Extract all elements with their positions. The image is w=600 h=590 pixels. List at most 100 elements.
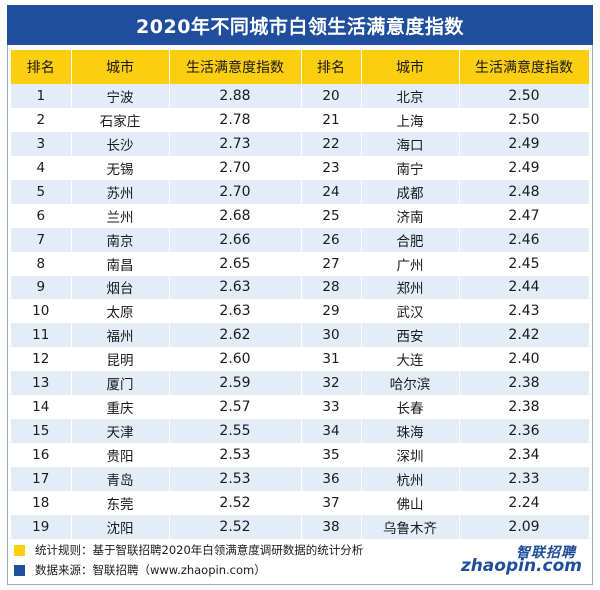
blue-square-icon	[14, 564, 25, 576]
cell-city-left: 厦门	[71, 371, 170, 396]
table-row: 3 长沙 2.73 22 海口 2.49	[11, 131, 590, 156]
cell-index-left: 2.55	[169, 419, 302, 444]
cell-index-right: 2.47	[459, 203, 590, 228]
cell-index-right: 2.46	[459, 227, 590, 252]
cell-rank-right: 30	[301, 323, 362, 348]
cell-rank-right: 35	[301, 443, 362, 467]
cell-rank-left: 15	[11, 419, 72, 444]
cell-city-right: 成都	[361, 179, 460, 204]
cell-rank-right: 22	[301, 131, 362, 156]
footer-rule-text: 统计规则：基于智联招聘2020年白领满意度调研数据的统计分析	[35, 543, 364, 557]
cell-rank-right: 33	[301, 395, 362, 420]
cell-rank-left: 16	[11, 443, 72, 467]
cell-city-left: 无锡	[71, 155, 170, 180]
cell-index-right: 2.38	[459, 371, 590, 396]
cell-rank-right: 37	[301, 490, 362, 515]
cell-rank-right: 20	[301, 84, 362, 108]
cell-rank-left: 2	[11, 107, 72, 132]
cell-city-right: 郑州	[361, 275, 460, 300]
cell-index-right: 2.36	[459, 419, 590, 444]
cell-index-left: 2.52	[169, 490, 302, 515]
cell-rank-left: 10	[11, 299, 72, 324]
cell-rank-left: 6	[11, 203, 72, 228]
cell-index-right: 2.09	[459, 514, 590, 539]
cell-city-left: 石家庄	[71, 107, 170, 132]
cell-city-left: 烟台	[71, 275, 170, 300]
footer-source-text: 数据来源：智联招聘（www.zhaopin.com）	[35, 563, 266, 577]
table-row: 5 苏州 2.70 24 成都 2.48	[11, 179, 590, 204]
cell-index-right: 2.49	[459, 155, 590, 180]
cell-index-right: 2.42	[459, 323, 590, 348]
cell-rank-right: 36	[301, 467, 362, 491]
cell-city-left: 苏州	[71, 179, 170, 204]
yellow-square-icon	[14, 544, 25, 556]
header-index-left: 生活满意度指数	[169, 50, 302, 84]
table-row: 10 太原 2.63 29 武汉 2.43	[11, 299, 590, 324]
cell-index-right: 2.49	[459, 131, 590, 156]
table-row: 1 宁波 2.88 20 北京 2.50	[11, 84, 590, 108]
header-index-right: 生活满意度指数	[459, 50, 590, 84]
cell-city-left: 太原	[71, 299, 170, 324]
cell-rank-left: 7	[11, 227, 72, 252]
cell-rank-left: 17	[11, 467, 72, 491]
cell-index-left: 2.59	[169, 371, 302, 396]
cell-city-left: 青岛	[71, 467, 170, 491]
cell-city-right: 深圳	[361, 443, 460, 467]
cell-city-left: 天津	[71, 419, 170, 444]
cell-rank-left: 18	[11, 490, 72, 515]
cell-city-left: 重庆	[71, 395, 170, 420]
ranking-table-container: 排名 城市 生活满意度指数 排名 城市 生活满意度指数 1 宁波 2.88 20 北京 2…	[11, 50, 590, 539]
cell-index-left: 2.60	[169, 347, 302, 372]
cell-city-left: 南京	[71, 227, 170, 252]
cell-rank-right: 24	[301, 179, 362, 204]
cell-city-right: 广州	[361, 251, 460, 276]
header-city-left: 城市	[71, 50, 170, 84]
footer-rule-line: 统计规则：基于智联招聘2020年白领满意度调研数据的统计分析	[14, 540, 584, 560]
table-row: 17 青岛 2.53 36 杭州 2.33	[11, 467, 590, 491]
cell-rank-right: 38	[301, 514, 362, 539]
cell-index-left: 2.88	[169, 84, 302, 108]
cell-city-left: 沈阳	[71, 514, 170, 539]
page-title: 2020年不同城市白领生活满意度指数	[7, 5, 593, 45]
cell-city-left: 长沙	[71, 131, 170, 156]
header-rank-left: 排名	[11, 50, 72, 84]
cell-rank-left: 11	[11, 323, 72, 348]
cell-index-right: 2.43	[459, 299, 590, 324]
table-row: 11 福州 2.62 30 西安 2.42	[11, 323, 590, 348]
cell-index-right: 2.24	[459, 490, 590, 515]
cell-rank-left: 5	[11, 179, 72, 204]
cell-city-right: 乌鲁木齐	[361, 514, 460, 539]
cell-city-left: 昆明	[71, 347, 170, 372]
cell-city-right: 南宁	[361, 155, 460, 180]
table-row: 19 沈阳 2.52 38 乌鲁木齐 2.09	[11, 514, 590, 539]
cell-city-right: 济南	[361, 203, 460, 228]
cell-city-right: 长春	[361, 395, 460, 420]
cell-city-right: 海口	[361, 131, 460, 156]
cell-city-left: 福州	[71, 323, 170, 348]
table-row: 4 无锡 2.70 23 南宁 2.49	[11, 155, 590, 180]
header-rank-right: 排名	[301, 50, 362, 84]
cell-index-left: 2.63	[169, 299, 302, 324]
footer-source-line: 数据来源：智联招聘（www.zhaopin.com）	[14, 560, 584, 580]
cell-index-left: 2.68	[169, 203, 302, 228]
cell-city-left: 贵阳	[71, 443, 170, 467]
cell-index-left: 2.62	[169, 323, 302, 348]
cell-index-right: 2.45	[459, 251, 590, 276]
table-row: 15 天津 2.55 34 珠海 2.36	[11, 419, 590, 444]
cell-city-left: 宁波	[71, 84, 170, 108]
cell-index-right: 2.50	[459, 84, 590, 108]
cell-index-right: 2.44	[459, 275, 590, 300]
cell-city-right: 大连	[361, 347, 460, 372]
cell-rank-right: 28	[301, 275, 362, 300]
table-body: 1 宁波 2.88 20 北京 2.50 2 石家庄 2.78 21 上海 2.50 3 长沙 2.73 22…	[11, 84, 590, 539]
zhaopin-logo: 智联招聘 zhaopin.com	[461, 542, 582, 580]
table-row: 8 南昌 2.65 27 广州 2.45	[11, 251, 590, 276]
cell-index-right: 2.38	[459, 395, 590, 420]
cell-rank-right: 34	[301, 419, 362, 444]
cell-index-left: 2.53	[169, 443, 302, 467]
cell-rank-left: 3	[11, 131, 72, 156]
cell-rank-left: 13	[11, 371, 72, 396]
cell-city-left: 东莞	[71, 490, 170, 515]
cell-rank-right: 21	[301, 107, 362, 132]
cell-index-left: 2.78	[169, 107, 302, 132]
